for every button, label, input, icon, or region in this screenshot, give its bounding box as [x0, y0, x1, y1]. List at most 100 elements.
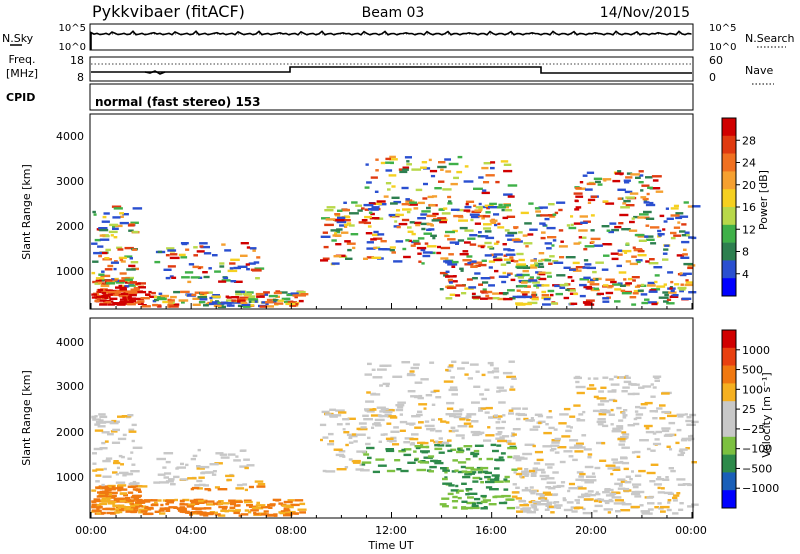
velocity-cell-831 — [539, 474, 550, 478]
power-cell-93 — [114, 278, 118, 282]
power-cell-1229 — [608, 285, 614, 288]
velocity-cell-1222 — [623, 487, 630, 491]
velocity-cell-546 — [475, 431, 485, 434]
velocity-cell-409 — [194, 484, 201, 487]
noise-panel: N.Sky 10^5 10^0 10^5 10^0 N.Search — [2, 23, 795, 53]
velocity-cell-462 — [398, 450, 405, 453]
power-cell-887 — [445, 297, 453, 300]
power-cell-1268 — [597, 183, 603, 186]
velocity-cell-548 — [457, 425, 468, 428]
velocity-cell-326 — [288, 510, 296, 514]
power-cell-924 — [545, 271, 552, 275]
power-cell-573 — [466, 255, 473, 258]
velocity-cell-327 — [179, 502, 185, 505]
velocity-cell-1029 — [522, 452, 533, 456]
power-cell-355 — [292, 294, 298, 297]
velocity-cell-733 — [489, 363, 494, 367]
velocity-cell-842 — [484, 471, 492, 475]
power-cell-262 — [210, 299, 213, 302]
velocity-cell-371 — [168, 478, 175, 481]
velocity-cell-1049 — [566, 425, 571, 428]
velocity-cell-1250 — [511, 495, 518, 498]
velocity-cell-916 — [633, 417, 638, 421]
power-cell-1201 — [565, 288, 570, 291]
power-cell-895 — [523, 295, 532, 299]
power-cell-1219 — [605, 278, 615, 281]
power-cell-709 — [505, 209, 513, 212]
power-cell-455 — [372, 233, 379, 237]
power-cell-136 — [133, 287, 139, 290]
velocity-cell-903 — [536, 458, 544, 462]
velocity-cell-602 — [472, 433, 480, 437]
velocity-cell-1177 — [515, 506, 520, 509]
power-cell-1249 — [654, 280, 658, 284]
power-cell-884 — [532, 281, 540, 284]
velocity-cell-1247 — [574, 499, 580, 502]
power-cell-1265 — [642, 197, 649, 201]
velocity-cell-1268 — [661, 410, 670, 414]
velocity-cell-713 — [461, 361, 469, 364]
power-cell-1251 — [602, 284, 609, 287]
power-cell-923 — [570, 215, 574, 218]
power-cell-909 — [516, 252, 524, 256]
velocity-cell-919 — [614, 482, 623, 486]
velocity-cell-983 — [670, 469, 676, 473]
power-cell-817 — [506, 261, 511, 264]
velocity-cell-840 — [472, 480, 479, 483]
velocity-cell-759 — [467, 377, 473, 380]
power-cell-1310 — [640, 196, 647, 199]
velocity-cell-172 — [115, 473, 119, 476]
velocity-cell-1110 — [585, 475, 596, 478]
velocity-cell-1109 — [645, 430, 655, 434]
velocity-cell-621 — [414, 458, 418, 462]
power-cell-1008 — [639, 213, 649, 216]
velocity-cell-1101 — [549, 449, 555, 452]
velocity-cell-145 — [118, 454, 123, 458]
velocity-cell-606 — [485, 406, 493, 410]
velocity-cell-1150 — [615, 510, 621, 513]
velocity-cell-560 — [498, 456, 504, 459]
power-colorbar-tick-label-1: 24 — [742, 157, 756, 170]
power-cell-551 — [473, 204, 477, 207]
velocity-cell-1142 — [666, 508, 672, 512]
velocity-cell-373 — [196, 467, 205, 470]
power-cell-697 — [403, 255, 411, 259]
power-cell-1093 — [538, 271, 546, 274]
velocity-cell-1276 — [621, 390, 628, 393]
power-cell-194 — [113, 267, 117, 271]
power-cell-146 — [111, 205, 122, 208]
power-cell-1238 — [631, 303, 637, 306]
velocity-cell-1051 — [517, 413, 527, 417]
velocity-cell-374 — [199, 465, 210, 469]
velocity-cell-542 — [383, 433, 388, 436]
power-cell-646 — [413, 242, 421, 245]
power-cell-405 — [252, 249, 256, 252]
velocity-cell-469 — [470, 430, 481, 434]
velocity-cell-300 — [233, 511, 240, 515]
power-cell-757 — [399, 168, 409, 171]
velocity-cell-430 — [226, 478, 230, 482]
power-cell-1073 — [546, 226, 556, 230]
velocity-cell-682 — [377, 464, 387, 467]
power-cell-908 — [540, 258, 546, 262]
velocity-cell-684 — [497, 439, 507, 443]
velocity-cell-575 — [430, 439, 435, 442]
velocity-cell-133 — [135, 501, 143, 504]
velocity-cell-632 — [435, 440, 439, 443]
power-cell-1211 — [597, 292, 604, 296]
power-cell-1188 — [541, 284, 550, 287]
velocity-cell-992 — [675, 441, 680, 445]
velocity-cell-525 — [420, 443, 424, 446]
velocity-cell-959 — [634, 474, 642, 477]
velocity-cell-429 — [162, 466, 167, 469]
power-cell-432 — [218, 280, 227, 283]
velocity-cell-1296 — [649, 410, 658, 413]
velocity-cell-52 — [91, 489, 97, 492]
power-cell-465 — [322, 231, 328, 234]
velocity-cell-370 — [157, 473, 166, 476]
velocity-cell-1037 — [591, 472, 596, 475]
power-cell-1145 — [602, 297, 610, 300]
power-cell-568 — [505, 234, 515, 237]
velocity-cell-601 — [424, 424, 435, 428]
velocity-cell-659 — [342, 428, 346, 431]
